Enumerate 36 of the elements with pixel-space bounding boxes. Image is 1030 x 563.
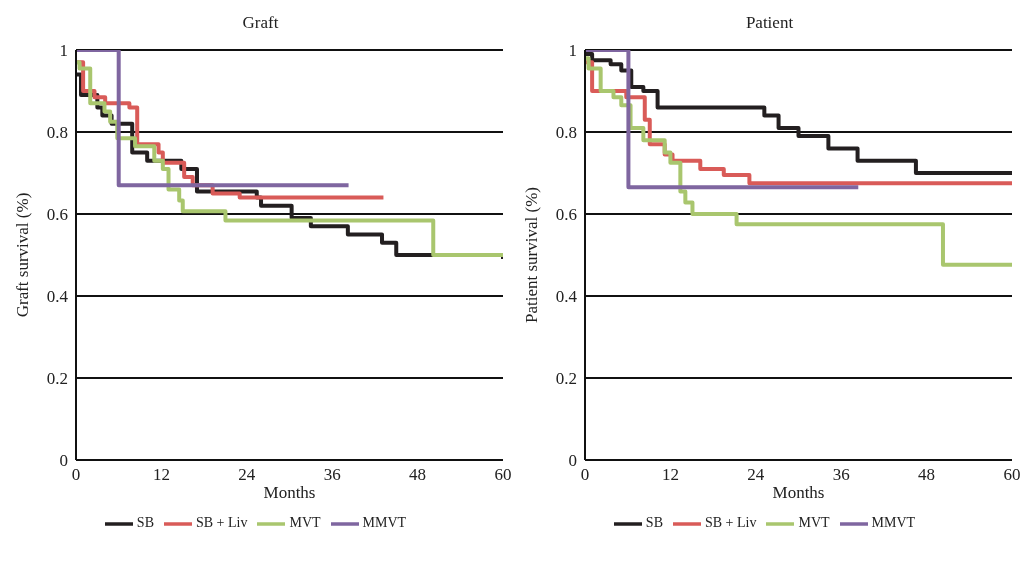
x-tick-label: 24: [747, 465, 765, 485]
legend-label: SB + Liv: [704, 515, 757, 531]
legend-label: MVT: [289, 515, 321, 531]
legend-label: MVT: [798, 515, 830, 531]
x-tick-label: 12: [661, 465, 679, 485]
y-tick-label: 0.2: [555, 369, 577, 389]
y-tick-label: 1: [568, 41, 577, 61]
y-tick-label: 0.4: [555, 287, 578, 307]
legend-label: SB + Liv: [195, 515, 248, 531]
y-tick-label: 0: [568, 451, 577, 471]
legend-label: MMVT: [362, 515, 407, 531]
x-tick-label: 36: [323, 465, 341, 485]
y-tick-label: 0.2: [46, 369, 68, 389]
x-tick-label: 60: [1003, 465, 1021, 485]
x-tick-label: 48: [409, 465, 427, 485]
y-axis-title: Graft survival (%): [13, 192, 33, 318]
x-axis-title: Months: [263, 483, 316, 502]
y-tick-label: 1: [59, 41, 68, 61]
x-tick-label: 24: [238, 465, 256, 485]
y-tick-label: 0.8: [555, 123, 577, 143]
legend-label: SB: [136, 515, 154, 531]
y-tick-label: 0: [59, 451, 68, 471]
y-tick-label: 0.6: [46, 205, 68, 225]
legend-label: SB: [645, 515, 663, 531]
x-tick-label: 12: [152, 465, 170, 485]
x-axis-title: Months: [772, 483, 825, 502]
y-tick-label: 0.4: [46, 287, 69, 307]
legend-label: MMVT: [871, 515, 916, 531]
chart-title: Patient: [744, 12, 795, 34]
x-tick-label: 36: [832, 465, 850, 485]
y-axis-title: Patient survival (%): [522, 187, 542, 323]
y-tick-label: 0.6: [555, 205, 577, 225]
x-tick-label: 48: [918, 465, 936, 485]
y-tick-label: 0.8: [46, 123, 68, 143]
x-tick-label: 60: [494, 465, 512, 485]
chart-title: Graft: [241, 12, 280, 34]
